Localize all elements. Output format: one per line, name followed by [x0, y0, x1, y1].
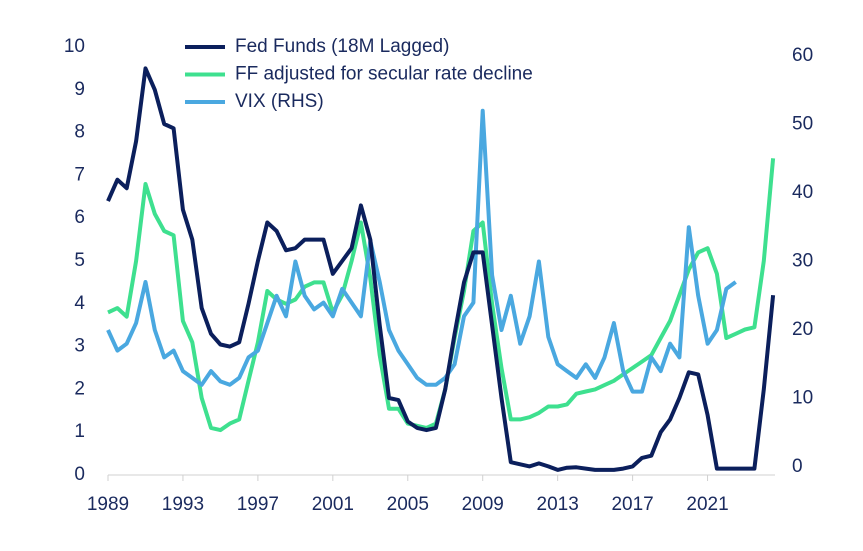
y-tick-label: 4 — [74, 293, 85, 314]
y2-tick-label: 0 — [792, 456, 803, 477]
series-line — [106, 66, 776, 472]
x-tick-label: 2021 — [686, 494, 728, 515]
x-tick-label: 1989 — [87, 494, 129, 515]
series-line — [106, 108, 737, 394]
legend-label: VIX (RHS) — [235, 91, 324, 112]
y-tick-label: 9 — [74, 79, 85, 100]
y2-tick-label: 40 — [792, 182, 813, 203]
y2-tick-label: 20 — [792, 319, 813, 340]
y-tick-label: 5 — [74, 250, 85, 271]
x-tick-label: 2013 — [537, 494, 579, 515]
legend-label: Fed Funds (18M Lagged) — [235, 36, 449, 57]
y2-tick-label: 30 — [792, 251, 813, 272]
y-tick-label: 7 — [74, 164, 85, 185]
y-tick-label: 2 — [74, 378, 85, 399]
x-tick-label: 2009 — [462, 494, 504, 515]
x-tick-label: 1993 — [162, 494, 204, 515]
y2-tick-label: 50 — [792, 114, 813, 135]
y-tick-label: 0 — [74, 464, 85, 485]
y-tick-label: 3 — [74, 336, 85, 357]
x-tick-label: 2017 — [611, 494, 653, 515]
legend-label: FF adjusted for secular rate decline — [235, 64, 533, 85]
y-tick-label: 1 — [74, 421, 85, 442]
y2-tick-label: 60 — [792, 45, 813, 66]
y-tick-label: 8 — [74, 122, 85, 143]
x-tick-label: 2001 — [312, 494, 354, 515]
y-tick-label: 6 — [74, 207, 85, 228]
series-line — [107, 158, 776, 433]
y-tick-label: 10 — [64, 36, 85, 57]
x-tick-label: 1997 — [237, 494, 279, 515]
x-tick-label: 2005 — [387, 494, 429, 515]
y2-tick-label: 10 — [792, 388, 813, 409]
